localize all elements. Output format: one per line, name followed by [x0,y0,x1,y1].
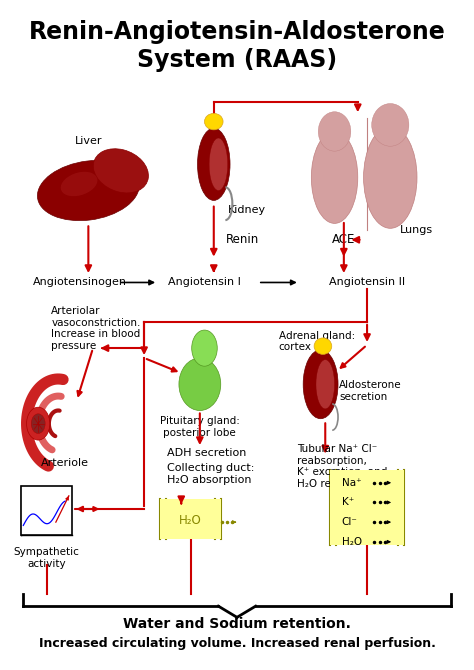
Text: Tubular Na⁺ Cl⁻
reabsorption,
K⁺ excretion. and
H₂O retention: Tubular Na⁺ Cl⁻ reabsorption, K⁺ excreti… [297,444,388,488]
Ellipse shape [316,360,335,409]
Text: Water and Sodium retention.: Water and Sodium retention. [123,617,351,631]
Ellipse shape [319,112,351,151]
Ellipse shape [372,104,409,146]
Text: Angiotensin II: Angiotensin II [329,277,405,287]
Ellipse shape [191,330,217,366]
Text: Kidney: Kidney [228,205,266,215]
Text: Arteriolar
vasoconstriction.
Increase in blood
pressure: Arteriolar vasoconstriction. Increase in… [51,306,141,351]
Ellipse shape [204,113,223,130]
Text: Adrenal gland:
cortex: Adrenal gland: cortex [279,331,355,352]
Ellipse shape [303,350,338,419]
Text: Renin: Renin [226,233,259,247]
Ellipse shape [179,358,221,411]
Ellipse shape [198,128,230,200]
Text: H₂O: H₂O [341,537,362,547]
Text: ACE: ACE [332,233,356,247]
Text: ADH secretion: ADH secretion [167,448,246,458]
Ellipse shape [314,338,332,354]
Text: Angiotensinogen: Angiotensinogen [33,277,127,287]
Bar [160,499,221,539]
Text: Lungs: Lungs [400,225,433,235]
Text: Pituitary gland:
posterior lobe: Pituitary gland: posterior lobe [160,416,240,438]
Ellipse shape [311,131,358,223]
Ellipse shape [209,138,228,190]
Text: Arteriole: Arteriole [41,458,89,468]
Text: Aldosterone
secretion: Aldosterone secretion [339,380,402,401]
Text: Angiotensin I: Angiotensin I [168,277,241,287]
Text: K⁺: K⁺ [341,497,354,507]
Circle shape [27,407,50,440]
Text: Cl⁻: Cl⁻ [341,517,357,527]
Circle shape [31,414,45,433]
Text: Renin-Angiotensin-Aldosterone
System (RAAS): Renin-Angiotensin-Aldosterone System (RA… [28,20,446,72]
Bar [21,486,72,535]
Text: H₂O: H₂O [179,514,202,527]
Ellipse shape [37,160,139,220]
Text: Sympathetic
activity: Sympathetic activity [14,547,80,569]
Text: Collecting duct:
H₂O absorption: Collecting duct: H₂O absorption [167,464,255,485]
Text: Liver: Liver [74,136,102,146]
Bar [330,470,404,545]
Text: Na⁺: Na⁺ [341,478,361,488]
Text: Increased circulating volume. Increased renal perfusion.: Increased circulating volume. Increased … [38,637,436,650]
Ellipse shape [61,172,98,196]
Ellipse shape [93,149,148,193]
Ellipse shape [364,127,417,228]
